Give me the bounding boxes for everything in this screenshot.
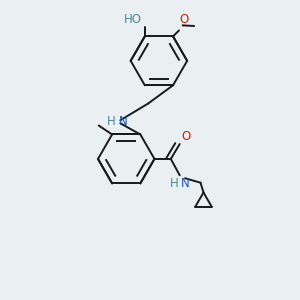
Text: N: N xyxy=(119,115,128,128)
Text: N: N xyxy=(181,177,190,190)
Text: HO: HO xyxy=(124,13,142,26)
Text: H: H xyxy=(107,115,116,128)
Text: O: O xyxy=(181,130,190,142)
Text: H: H xyxy=(169,177,178,190)
Text: O: O xyxy=(179,13,188,26)
